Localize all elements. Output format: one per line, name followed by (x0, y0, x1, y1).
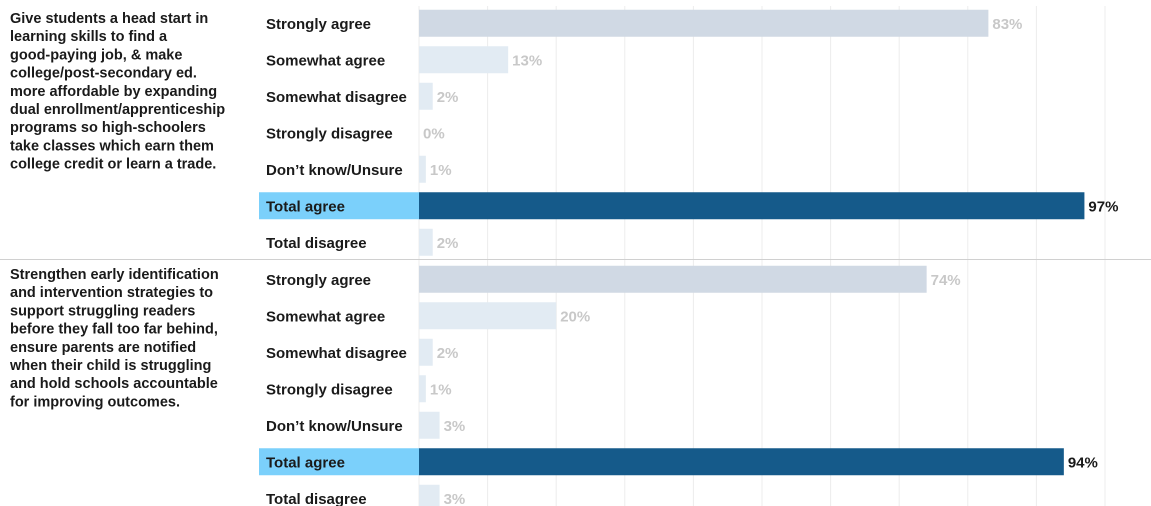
question-line: college credit or learn a trade. (10, 157, 216, 173)
question-line: good-paying job, & make (10, 47, 182, 63)
question-line: support struggling readers (10, 303, 195, 319)
bar-strongly-disagree (419, 375, 426, 403)
question-line: and intervention strategies to (10, 285, 213, 301)
total-agree-highlight (259, 448, 419, 476)
bar-don-t-know-unsure (419, 155, 426, 183)
category-label: Don’t know/Unsure (266, 162, 403, 179)
value-label: 1% (430, 381, 452, 398)
question-line: and hold schools accountable (10, 376, 218, 392)
category-label: Total disagree (266, 235, 367, 252)
question-line: dual enrollment/apprenticeship (10, 102, 225, 118)
bar-somewhat-disagree (419, 82, 433, 110)
value-label: 74% (931, 272, 961, 289)
total-agree-highlight (259, 192, 419, 220)
question-line: Strengthen early identification (10, 267, 219, 283)
bar-total-disagree (419, 484, 440, 506)
value-label: 20% (560, 308, 590, 325)
question-line: for improving outcomes. (10, 394, 180, 410)
question-line: Give students a head start in (10, 11, 208, 27)
value-label: 94% (1068, 454, 1098, 471)
category-label: Total disagree (266, 491, 367, 506)
value-label: 1% (430, 162, 452, 179)
question-line: college/post-secondary ed. (10, 66, 197, 82)
question-line: programs so high-schoolers (10, 120, 206, 136)
value-label: 2% (437, 235, 459, 252)
value-label: 13% (512, 52, 542, 69)
category-label: Don’t know/Unsure (266, 418, 403, 435)
bar-total-disagree (419, 228, 433, 256)
bar-total-agree (419, 448, 1064, 476)
question-text-2: Strengthen early identification and inter… (9, 267, 219, 410)
labels: Give students a head start in learning sk… (9, 11, 1118, 506)
value-label: 83% (992, 16, 1022, 33)
bar-somewhat-agree (419, 302, 557, 330)
value-label: 2% (437, 89, 459, 106)
category-label: Strongly disagree (266, 125, 393, 142)
category-label: Somewhat disagree (266, 345, 407, 362)
bars (259, 9, 1085, 506)
value-label: 3% (444, 418, 466, 435)
value-label: 97% (1088, 198, 1118, 215)
category-label: Strongly disagree (266, 381, 393, 398)
question-line: ensure parents are notified (10, 340, 196, 356)
bar-total-agree (419, 192, 1085, 220)
bar-somewhat-disagree (419, 338, 433, 366)
gridlines (0, 6, 1151, 506)
bar-somewhat-agree (419, 46, 509, 74)
value-label: 0% (423, 125, 445, 142)
bar-strongly-agree (419, 265, 927, 293)
question-line: when their child is struggling (9, 358, 211, 374)
bar-strongly-agree (419, 9, 989, 37)
category-label: Strongly agree (266, 272, 371, 289)
question-line: learning skills to find a (10, 29, 168, 45)
question-text-1: Give students a head start in learning sk… (10, 11, 225, 173)
question-line: more affordable by expanding (10, 84, 217, 100)
question-line: take classes which earn them (10, 138, 214, 154)
category-label: Total agree (266, 454, 345, 471)
value-label: 3% (444, 491, 466, 506)
category-label: Somewhat agree (266, 52, 385, 69)
category-label: Total agree (266, 198, 345, 215)
question-line: before they fall too far behind, (10, 322, 218, 338)
category-label: Somewhat disagree (266, 89, 407, 106)
bar-don-t-know-unsure (419, 411, 440, 439)
category-label: Strongly agree (266, 16, 371, 33)
category-label: Somewhat agree (266, 308, 385, 325)
value-label: 2% (437, 345, 459, 362)
